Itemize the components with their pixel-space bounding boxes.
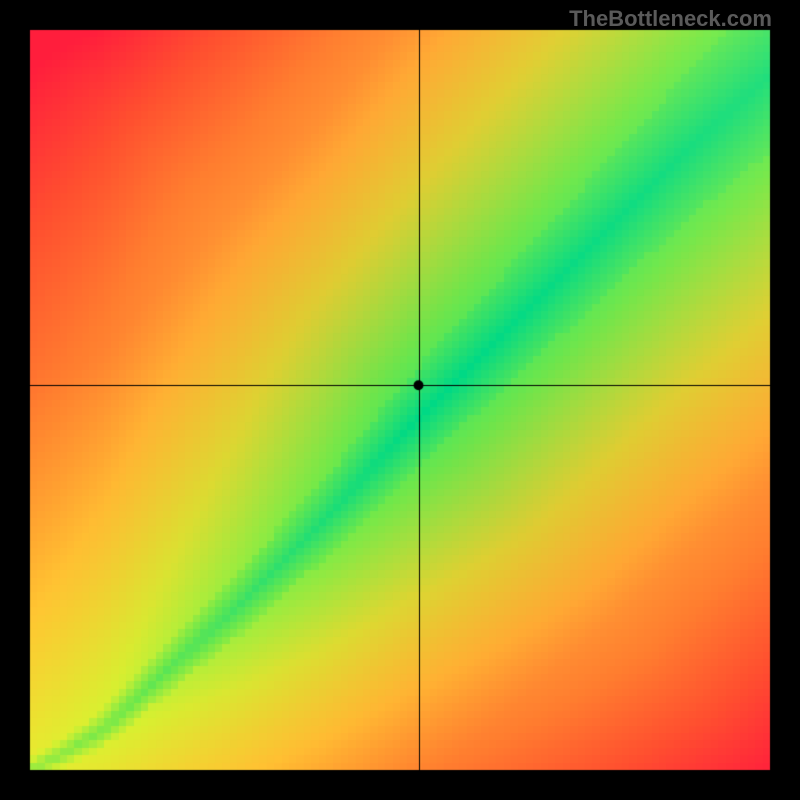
heatmap-canvas	[0, 0, 800, 800]
watermark-text: TheBottleneck.com	[569, 6, 772, 32]
chart-container: TheBottleneck.com	[0, 0, 800, 800]
